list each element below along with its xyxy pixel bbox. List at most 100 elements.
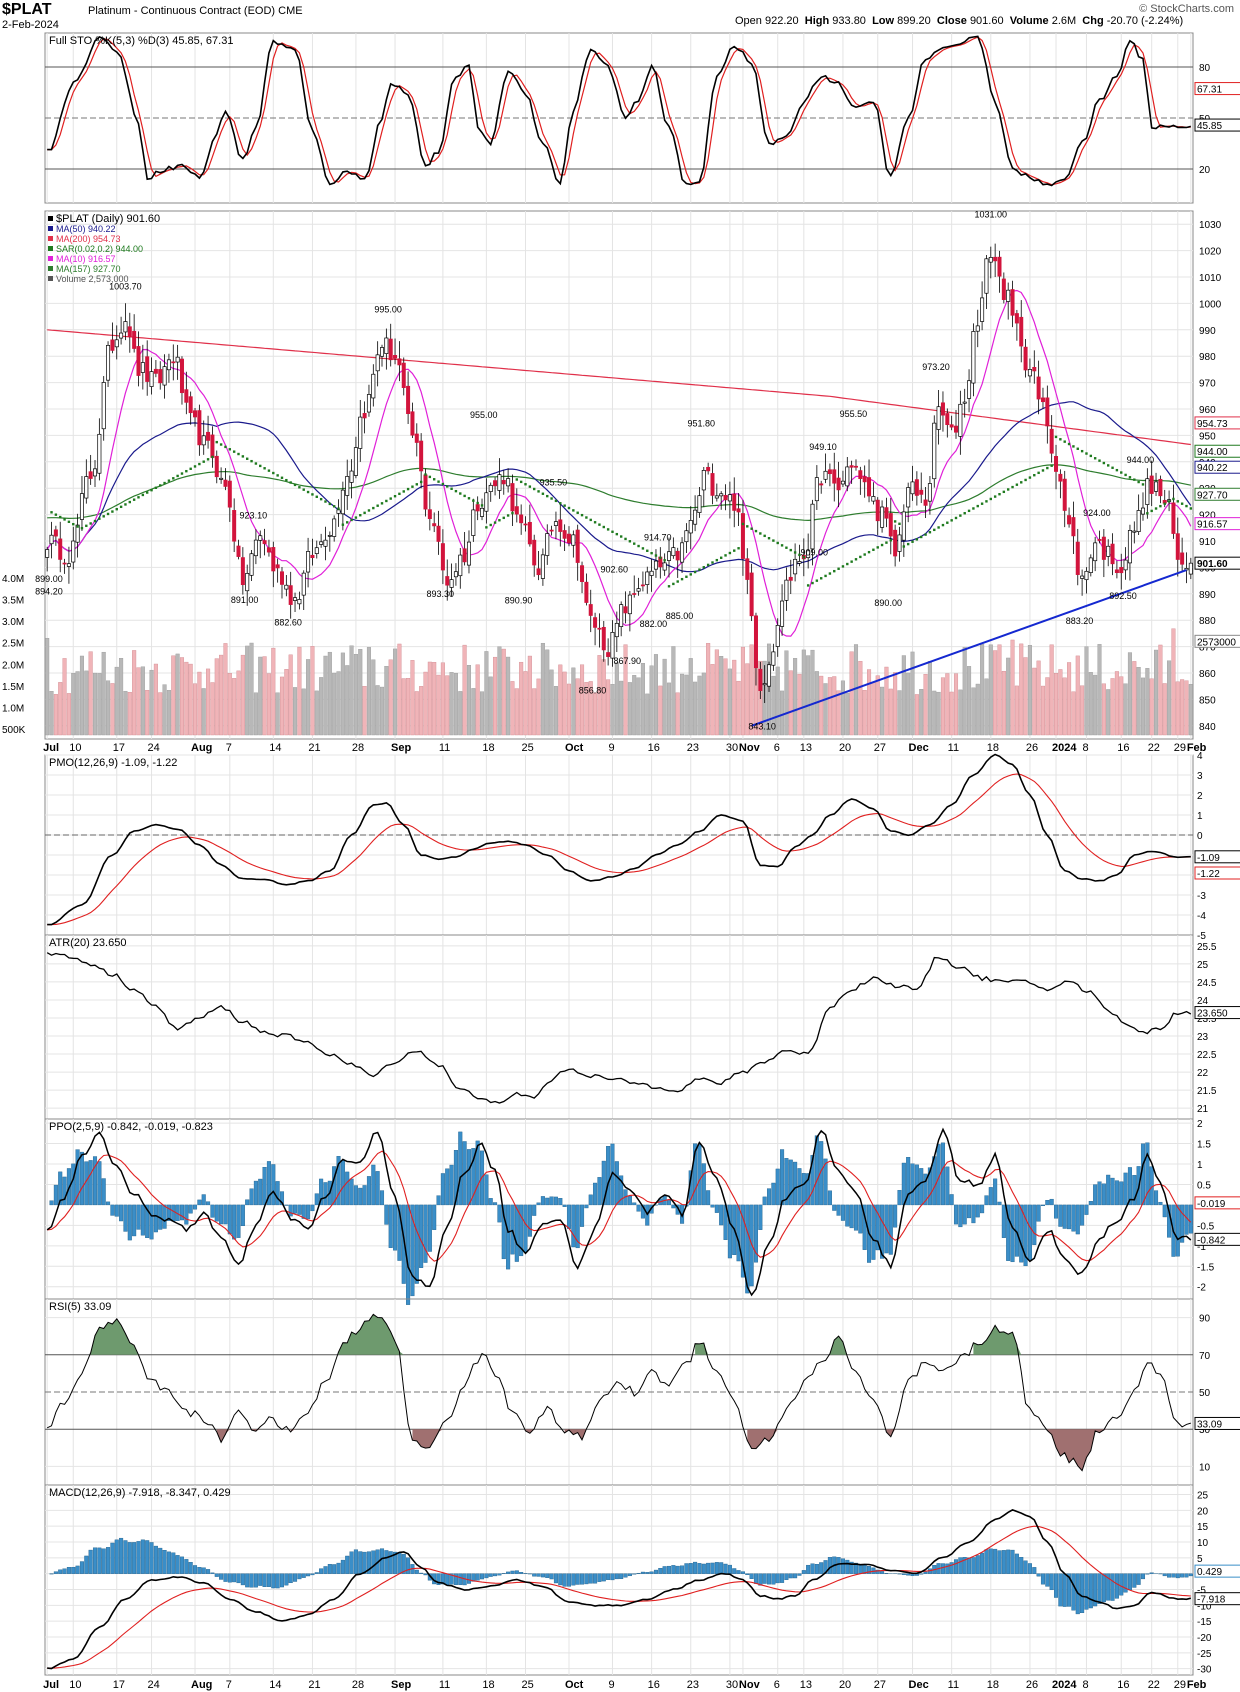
volume-bar — [588, 681, 593, 736]
ppo-histogram-bar — [949, 1194, 954, 1206]
sar-dot — [1120, 471, 1123, 474]
volume-bar — [1114, 671, 1119, 736]
sar-dot — [572, 509, 575, 512]
sar-dot — [1059, 438, 1062, 441]
sar-dot — [659, 556, 662, 560]
price-annotation: 944.00 — [1127, 455, 1155, 465]
candle-body — [606, 652, 611, 657]
macd-histogram-bar — [497, 1573, 502, 1576]
sar-dot — [663, 559, 666, 562]
volume-bar — [597, 655, 602, 736]
candle-body — [49, 534, 54, 545]
x-axis-label: 30 — [726, 742, 738, 754]
ppo-histogram-bar — [366, 1176, 371, 1206]
candle-body — [693, 509, 698, 525]
ppo-histogram-bar — [514, 1204, 519, 1262]
candle-body — [871, 496, 876, 502]
candle-body — [106, 345, 111, 381]
x-axis-label: 16 — [1117, 742, 1129, 754]
volume-bar — [662, 658, 667, 736]
macd-histogram-bar — [549, 1573, 554, 1580]
macd-histogram-bar — [419, 1572, 424, 1574]
candle-body — [71, 540, 76, 563]
sar-dot — [954, 516, 958, 520]
macd-histogram-bar — [284, 1573, 289, 1586]
candle-body — [158, 369, 163, 384]
volume-bar — [53, 694, 58, 736]
sar-dot — [472, 499, 475, 502]
sar-dot — [319, 497, 323, 501]
volume-bar — [793, 658, 798, 736]
volume-bar — [88, 651, 93, 736]
macd-histogram-bar — [1119, 1573, 1124, 1596]
volume-bar — [827, 677, 832, 736]
sar-dot — [1076, 447, 1079, 450]
ppo-histogram-bar — [62, 1176, 67, 1206]
candle-body — [462, 548, 467, 563]
macd-histogram-bar — [867, 1566, 872, 1574]
sar-dot — [432, 478, 436, 481]
x-axis-label: 18 — [482, 1679, 494, 1691]
symbol: $PLAT — [2, 1, 52, 18]
sar-dot — [441, 482, 445, 486]
ppo-histogram-bar — [923, 1173, 928, 1206]
ppo-histogram-bar — [445, 1168, 450, 1206]
sar-dot — [280, 476, 284, 479]
macd-histogram-bar — [619, 1573, 624, 1580]
ppo-histogram-bar — [71, 1163, 76, 1206]
volume-bar — [840, 680, 845, 736]
volume-bar — [519, 661, 524, 736]
sar-dot — [241, 455, 245, 458]
sar-dot — [876, 546, 879, 549]
sar-dot — [1067, 442, 1071, 446]
volume-bar — [1184, 680, 1189, 736]
candle-body — [906, 487, 911, 508]
volume-bar — [1032, 667, 1037, 736]
sar-dot — [476, 501, 479, 505]
candle-body — [175, 356, 180, 363]
ppo-histogram-bar — [806, 1173, 811, 1206]
macd-histogram-bar — [210, 1572, 215, 1574]
volume-bar — [1088, 672, 1093, 736]
atr-tick-label: 24.5 — [1197, 978, 1217, 989]
candle-body — [453, 571, 458, 578]
rsi-tick-label: 50 — [1199, 1388, 1211, 1399]
sar-dot — [1111, 466, 1114, 469]
macd-histogram-bar — [436, 1573, 441, 1585]
volume-bar — [910, 651, 915, 736]
volume-bar — [197, 671, 202, 736]
ppo-histogram-bar — [793, 1161, 798, 1206]
candle-body — [1140, 507, 1145, 515]
x-axis-label: 23 — [687, 742, 699, 754]
high-value: 933.80 — [832, 15, 866, 27]
x-axis-label: 11 — [948, 742, 959, 754]
ma200-line — [47, 329, 1191, 446]
volume-bar — [893, 672, 898, 736]
price-tick-label: 990 — [1199, 326, 1216, 337]
volume-bar — [619, 680, 624, 736]
ppo-histogram-bar — [371, 1164, 376, 1206]
macd-histogram-bar — [849, 1561, 854, 1574]
volume-bar — [45, 638, 50, 736]
volume-bar — [823, 683, 828, 736]
pmo-panel-frame — [44, 754, 1194, 936]
macd-histogram-bar — [445, 1573, 450, 1586]
macd-histogram-bar — [219, 1573, 224, 1580]
atr-last-value: 23.650 — [1197, 1009, 1228, 1020]
sar-dot — [863, 553, 866, 556]
candle-body — [497, 474, 502, 491]
macd-histogram-bar — [671, 1565, 676, 1574]
volume-bar — [158, 692, 163, 736]
macd-histogram-bar — [962, 1557, 967, 1574]
macd-histogram-bar — [771, 1573, 776, 1585]
candle-body — [384, 337, 389, 354]
sar-dot — [124, 503, 127, 506]
x-axis-label: 27 — [874, 742, 886, 754]
volume-bar — [1167, 660, 1172, 736]
sar-dot — [937, 526, 940, 529]
price-last-value-box — [1194, 487, 1240, 501]
volume-bar — [510, 681, 515, 736]
candle-body — [149, 371, 154, 387]
macd-histogram-bar — [566, 1573, 572, 1587]
macd-histogram-bar — [406, 1557, 411, 1574]
